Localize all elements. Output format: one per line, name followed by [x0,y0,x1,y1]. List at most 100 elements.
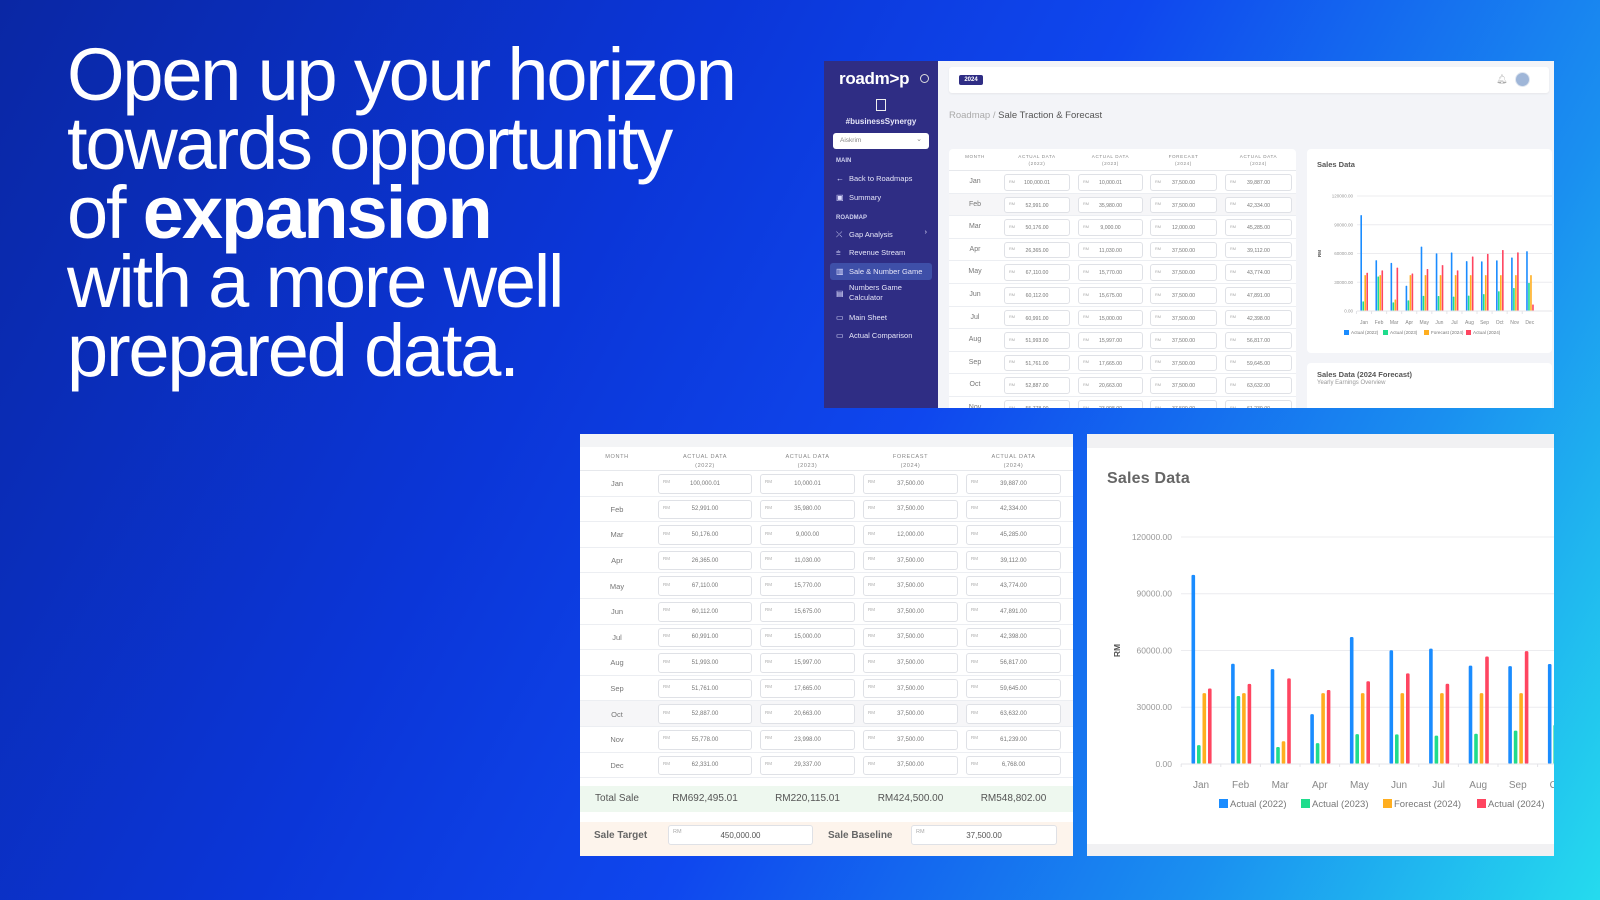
bar-actual-2023--mar[interactable] [1392,302,1395,311]
amount-input[interactable]: RM 67,110.00 [658,576,752,596]
bar-actual-2022--jan[interactable] [1360,215,1362,311]
bar-actual-2023--jun[interactable] [1437,295,1440,311]
amount-input[interactable]: RM 37,500.00 [863,704,958,724]
amount-input[interactable]: RM 47,891.00 [966,602,1061,622]
amount-input[interactable]: RM 15,000.00 [760,627,855,648]
sidebar-item-numbers-game[interactable]: ▤ Numbers Game Calculator [830,281,932,305]
legend-label[interactable]: Forecast (2024) [1394,799,1461,810]
bar-forecast-2024--jul[interactable] [1440,693,1444,764]
amount-input[interactable]: RM 60,112.00 [658,602,752,622]
amount-input[interactable]: RM 37,500.00 [863,576,958,596]
amount-input[interactable]: RM 56,817.00 [966,653,1061,673]
bar-actual-2023--sep[interactable] [1513,730,1518,764]
bar-actual-2024--mar[interactable] [1287,678,1291,764]
bar-forecast-2024--sep[interactable] [1519,693,1523,764]
amount-input[interactable]: RM 11,030.00 [760,550,855,571]
amount-input[interactable]: RM 15,675.00 [1078,287,1143,304]
amount-input[interactable]: RM 11,030.00 [1078,241,1143,259]
bar-actual-2024--may[interactable] [1426,269,1429,311]
amount-input[interactable]: RM 39,887.00 [966,474,1061,494]
legend-label[interactable]: Actual (2024) [1473,330,1501,335]
bar-actual-2024--jul[interactable] [1445,683,1450,764]
amount-input[interactable]: RM 37,500.00 [863,602,958,622]
bar-actual-2023--dec[interactable] [1528,282,1530,311]
amount-input[interactable]: RM 9,000.00 [760,525,855,545]
amount-input[interactable]: RM 37,500.00 [1150,196,1217,214]
legend-label[interactable]: Actual (2022) [1230,799,1287,810]
amount-input[interactable]: RM 50,176.00 [1004,219,1070,236]
amount-input[interactable]: RM 17,665.00 [1078,354,1143,372]
bar-forecast-2024--nov[interactable] [1515,275,1517,311]
bar-actual-2022--aug[interactable] [1465,261,1468,311]
bar-actual-2022--mar[interactable] [1270,669,1275,764]
amount-input[interactable]: RM 37,500.00 [863,550,958,571]
bar-actual-2023--aug[interactable] [1467,295,1470,311]
bar-actual-2022--feb[interactable] [1231,663,1235,764]
avatar[interactable] [1515,72,1530,87]
legend-label[interactable]: Actual (2023) [1390,330,1418,335]
amount-input[interactable]: RM 52,887.00 [1004,377,1070,394]
amount-input[interactable]: RM 43,774.00 [966,576,1061,596]
amount-input[interactable]: RM 42,398.00 [966,627,1061,648]
amount-input[interactable]: RM 60,991.00 [1004,309,1070,327]
amount-input[interactable]: RM 59,645.00 [1225,354,1292,372]
bar-actual-2022--may[interactable] [1349,637,1354,764]
amount-input[interactable]: RM 63,632.00 [966,704,1061,724]
amount-input[interactable]: RM 47,891.00 [1225,287,1292,304]
bar-actual-2022--may[interactable] [1420,246,1423,311]
amount-input[interactable]: RM 39,112.00 [1225,241,1292,259]
bar-actual-2024--jan[interactable] [1208,688,1212,764]
business-select[interactable]: Aiskrim ⌄ [833,133,929,149]
bar-actual-2023--oct[interactable] [1498,291,1500,311]
sidebar-item-actual-comparison[interactable]: ▭ Actual Comparison [830,327,932,344]
amount-input[interactable]: RM 55,778.00 [658,730,752,750]
bar-forecast-2024--may[interactable] [1424,275,1427,311]
bar-actual-2023--may[interactable] [1355,734,1359,764]
bar-forecast-2024--jan[interactable] [1364,275,1366,311]
bar-forecast-2024--apr[interactable] [1409,275,1412,311]
bar-actual-2023--sep[interactable] [1482,294,1485,311]
bar-actual-2024--jan[interactable] [1366,272,1368,311]
bar-forecast-2024--dec[interactable] [1530,275,1532,311]
sidebar-item-summary[interactable]: ▣ Summary [830,189,932,206]
settings-icon[interactable] [920,74,929,83]
bar-forecast-2024--jan[interactable] [1202,693,1207,764]
legend-label[interactable]: Actual (2024) [1488,799,1545,810]
bar-actual-2022--apr[interactable] [1405,285,1408,311]
amount-input[interactable]: RM 15,000.00 [1078,309,1143,327]
amount-input[interactable]: RM 37,500.00 [863,474,958,494]
bar-actual-2023--jan[interactable] [1362,301,1364,311]
bar-actual-2022--jan[interactable] [1191,574,1196,764]
bar-forecast-2024--jul[interactable] [1454,275,1457,311]
bar-actual-2022--sep[interactable] [1508,666,1512,764]
amount-input[interactable]: RM 37,500.00 [1150,287,1217,304]
amount-input[interactable]: RM 42,398.00 [1225,309,1292,327]
sidebar-item-gap-analysis[interactable]: ⤫ Gap Analysis › [830,226,932,243]
amount-input[interactable]: RM 26,365.00 [658,550,752,571]
bar-forecast-2024--feb[interactable] [1242,693,1246,764]
bar-actual-2024--feb[interactable] [1247,683,1252,764]
amount-input[interactable]: RM 51,993.00 [658,653,752,673]
amount-input[interactable]: RM 20,663.00 [760,704,855,724]
amount-input[interactable]: RM 6,768.00 [966,755,1061,776]
year-badge[interactable]: 2024 [959,75,983,85]
amount-input[interactable]: RM 12,000.00 [863,525,958,545]
bar-actual-2024--jun[interactable] [1441,265,1444,311]
amount-input[interactable]: RM 59,645.00 [966,678,1061,699]
amount-input[interactable]: RM 39,112.00 [966,550,1061,571]
sidebar-item-main-sheet[interactable]: ▭ Main Sheet [830,309,932,326]
bar-actual-2024--oct[interactable] [1502,250,1504,311]
bar-actual-2024--apr[interactable] [1411,273,1414,311]
amount-input[interactable]: RM 37,500.00 [1150,264,1217,281]
amount-input[interactable]: RM 37,500.00 [1150,354,1217,372]
amount-input[interactable]: RM 10,000.01 [760,474,855,494]
bar-forecast-2024--jun[interactable] [1400,693,1405,764]
legend-label[interactable]: Actual (2023) [1312,799,1369,810]
amount-input[interactable]: RM 39,887.00 [1225,174,1292,191]
bar-actual-2023--apr[interactable] [1315,743,1320,764]
bar-forecast-2024--jun[interactable] [1439,275,1442,311]
bar-actual-2022--feb[interactable] [1375,260,1378,311]
